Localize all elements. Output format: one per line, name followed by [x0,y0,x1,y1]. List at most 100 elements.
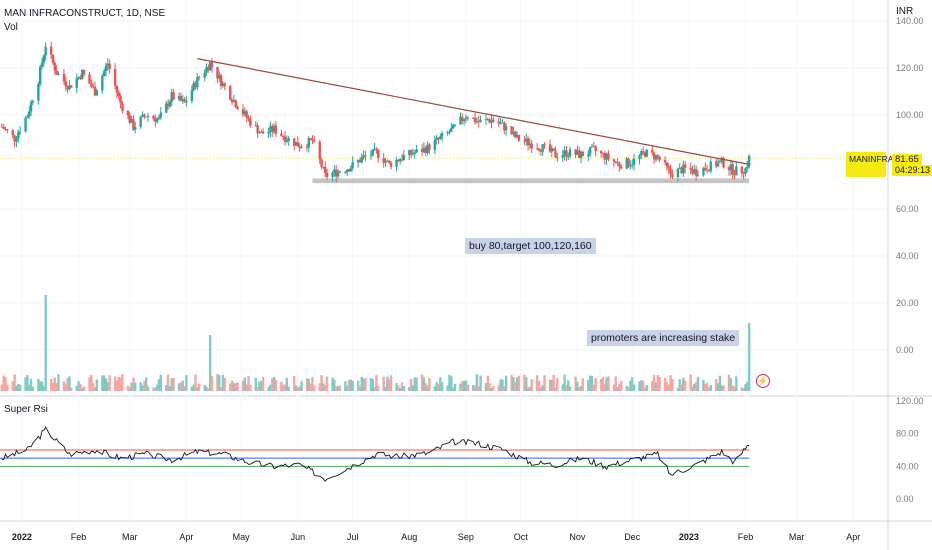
volume-bar [309,383,312,391]
candle-body [479,119,482,123]
candle-body [565,150,568,157]
volume-bar [629,380,632,391]
volume-bar [369,378,373,391]
candle-body [702,167,705,176]
candle-body [618,162,621,167]
time-tick-label: May [233,532,251,542]
bar-countdown: 04:29:13 [892,165,932,176]
volume-bar [143,380,146,391]
volume-bar [693,383,696,391]
candle-body [689,167,692,170]
volume-bar [152,387,155,391]
volume-bar [232,383,236,391]
volume-bar [525,377,528,391]
candle-body [241,109,245,115]
volume-bar [420,374,424,391]
volume-bar [272,376,276,391]
candle-body [552,148,555,151]
trade-plan-note[interactable]: buy 80,target 100,120,160 [465,238,596,254]
volume-bar [338,385,342,391]
time-tick-label: Apr [846,532,860,542]
volume-bar [190,386,194,391]
candle-body [651,149,654,153]
promoter-note[interactable]: promoters are increasing stake [587,330,740,346]
volume-bar [172,378,175,391]
candle-body [398,159,402,162]
rsi-tick-label: 0.00 [896,494,914,504]
volume-bar [694,382,698,391]
candle-body [411,153,415,155]
candle-body [727,167,731,171]
candle-body [472,117,475,119]
candle-body [526,138,530,146]
volume-bar [683,380,687,391]
rsi-tick-label: 80.00 [896,429,919,439]
candle-body [134,126,137,130]
volume-bar [696,377,700,391]
volume-bar [727,374,731,391]
volume-bar [283,384,287,391]
candle-body [384,161,387,163]
volume-bar [358,386,362,391]
volume-bar [400,382,404,391]
volume-bar [349,379,353,391]
candle-body [170,92,173,102]
volume-bar [311,377,314,391]
candle-body [362,155,365,158]
volume-bar [517,375,521,391]
candle-body [40,62,44,67]
lightning-icon[interactable]: ⚡ [756,374,770,388]
candle-body [234,100,237,108]
volume-bar [49,379,53,391]
volume-bar [375,375,378,391]
candle-body [594,146,597,152]
candle-body [300,147,303,149]
rsi-title: Super Rsi [4,404,48,415]
candle-body [440,133,444,137]
candle-body [735,166,738,176]
candle-body [93,86,97,96]
volume-bar [157,379,161,391]
candle-body [338,171,342,173]
candle-body [448,131,451,133]
volume-bar [409,379,413,391]
volume-bar [334,386,338,391]
candle-body [437,137,440,140]
volume-bar [113,376,117,391]
price-tick-label: 140.00 [896,16,924,26]
candle-body [165,103,168,113]
volume-bar [318,383,321,391]
volume-bar [461,381,464,391]
volume-bar [382,376,385,391]
rsi-tick-label: 120.00 [896,396,924,406]
volume-bar [530,379,533,391]
volume-bar [280,381,283,391]
candle-body [95,90,99,96]
candle-body [409,150,413,155]
candle-body [79,76,82,79]
volume-bar [568,386,572,391]
candle-body [28,111,31,117]
volume-bar [484,383,488,391]
candle-body [274,125,278,134]
volume-bar [230,380,234,391]
candle-body [475,121,479,123]
price-tick-label: 60.00 [896,204,919,214]
price-tick-label: 100.00 [896,110,924,120]
candle-body [415,149,418,153]
volume-bar [464,380,468,391]
candle-body [90,83,93,87]
volume-bar [121,374,124,391]
candle-body [413,152,416,154]
candle-body [568,149,572,156]
volume-bar [473,385,477,391]
volume-bar [344,381,347,391]
volume-bar [614,376,617,391]
volume-bar [170,378,173,391]
candle-body [439,136,442,140]
candle-body [510,126,513,135]
volume-bar [704,384,707,391]
volume-bar [51,382,55,391]
candle-body [2,126,5,129]
